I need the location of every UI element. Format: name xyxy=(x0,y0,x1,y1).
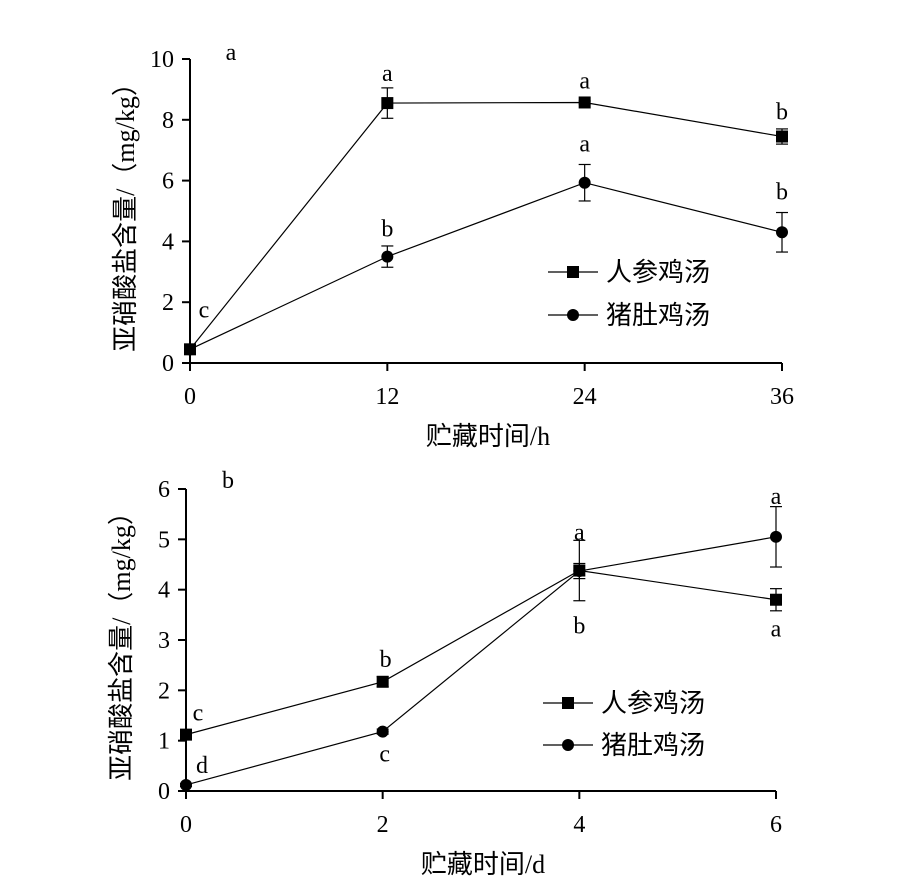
series-line xyxy=(189,101,783,350)
y-tick-label: 0 xyxy=(162,351,174,377)
data-point-square xyxy=(770,593,782,606)
series-zhudu-jitang: d caa xyxy=(180,484,782,791)
x-tick-label: 24 xyxy=(573,384,597,410)
legend-entry: 人参鸡汤 xyxy=(543,689,705,718)
legend-label: 人参鸡汤 xyxy=(606,258,710,287)
significance-label: b xyxy=(776,179,788,205)
significance-label: a xyxy=(579,132,590,158)
data-point-square xyxy=(381,97,394,110)
series-line xyxy=(189,182,783,350)
y-axis-label: 亚硝酸盐含量/（mg/kg） xyxy=(111,70,140,352)
legend-marker-circle xyxy=(562,739,574,751)
y-tick-label: 4 xyxy=(162,229,174,255)
significance-label: a xyxy=(574,520,585,546)
significance-label: c xyxy=(193,701,204,727)
data-point-square xyxy=(180,728,192,741)
panel-label: b xyxy=(222,468,234,494)
x-tick-label: 4 xyxy=(573,812,585,838)
significance-label: b xyxy=(776,100,788,126)
y-tick-label: 10 xyxy=(150,47,174,73)
legend-entry: 人参鸡汤 xyxy=(548,258,710,287)
significance-label: a xyxy=(771,484,782,510)
significance-label: c xyxy=(379,742,390,768)
data-point-square xyxy=(376,675,389,688)
data-point-circle xyxy=(770,530,782,543)
significance-label: a xyxy=(771,617,782,643)
data-point-circle xyxy=(376,725,389,738)
legend-marker-circle xyxy=(567,309,579,321)
y-tick-label: 6 xyxy=(158,477,170,503)
y-tick-label: 8 xyxy=(162,108,174,134)
significance-label: c xyxy=(199,297,210,323)
y-tick-label: 6 xyxy=(162,169,174,195)
x-tick-label: 12 xyxy=(375,384,399,410)
significance-label: b xyxy=(381,217,393,243)
data-point-circle xyxy=(381,250,394,263)
legend-label: 猪肚鸡汤 xyxy=(601,731,705,760)
significance-label: b xyxy=(380,647,392,673)
data-point-circle xyxy=(184,343,196,356)
y-tick-label: 3 xyxy=(158,628,170,654)
chart-panel-b: 0 1 2 3 4 5 6 0 2 4 6 贮藏时间/d 亚硝酸盐含量/（mg/kg） b c b b a 人参鸡汤… xyxy=(107,468,782,879)
data-point-circle xyxy=(578,176,591,189)
data-point-circle xyxy=(776,226,788,239)
legend-marker-square xyxy=(562,697,574,709)
significance-label: d xyxy=(196,753,208,779)
y-tick-label: 4 xyxy=(158,578,170,604)
data-point-square xyxy=(578,96,591,109)
series-line xyxy=(185,569,777,736)
x-axis-label: 贮藏时间/d xyxy=(421,850,545,879)
legend-label: 猪肚鸡汤 xyxy=(606,301,710,330)
x-tick-label: 6 xyxy=(770,812,782,838)
series-line xyxy=(185,536,777,786)
panel-label: a xyxy=(226,40,237,66)
x-tick-label: 0 xyxy=(184,384,196,410)
data-point-square xyxy=(776,130,788,143)
y-tick-label: 2 xyxy=(162,290,174,316)
significance-label: a xyxy=(382,61,393,87)
data-point-circle xyxy=(180,778,192,791)
legend-entry: 猪肚鸡汤 xyxy=(543,731,705,760)
x-tick-label: 0 xyxy=(180,812,192,838)
legend-marker-square xyxy=(567,266,579,278)
x-tick-label: 2 xyxy=(377,812,389,838)
legend-entry: 猪肚鸡汤 xyxy=(548,301,710,330)
legend-label: 人参鸡汤 xyxy=(601,689,705,718)
significance-label: b xyxy=(573,614,585,640)
x-axis-label: 贮藏时间/h xyxy=(426,422,550,451)
y-tick-label: 5 xyxy=(158,527,170,553)
x-tick-label: 36 xyxy=(770,384,794,410)
series-zhudu-jitang: c b a b xyxy=(184,132,788,356)
y-axis-label: 亚硝酸盐含量/（mg/kg） xyxy=(107,499,136,781)
significance-label: a xyxy=(579,68,590,94)
y-tick-label: 0 xyxy=(158,779,170,805)
data-point-circle xyxy=(573,565,586,578)
y-tick-label: 2 xyxy=(158,678,170,704)
y-tick-label: 1 xyxy=(158,729,170,755)
series-renshen-jitang: c b b a xyxy=(180,539,782,741)
